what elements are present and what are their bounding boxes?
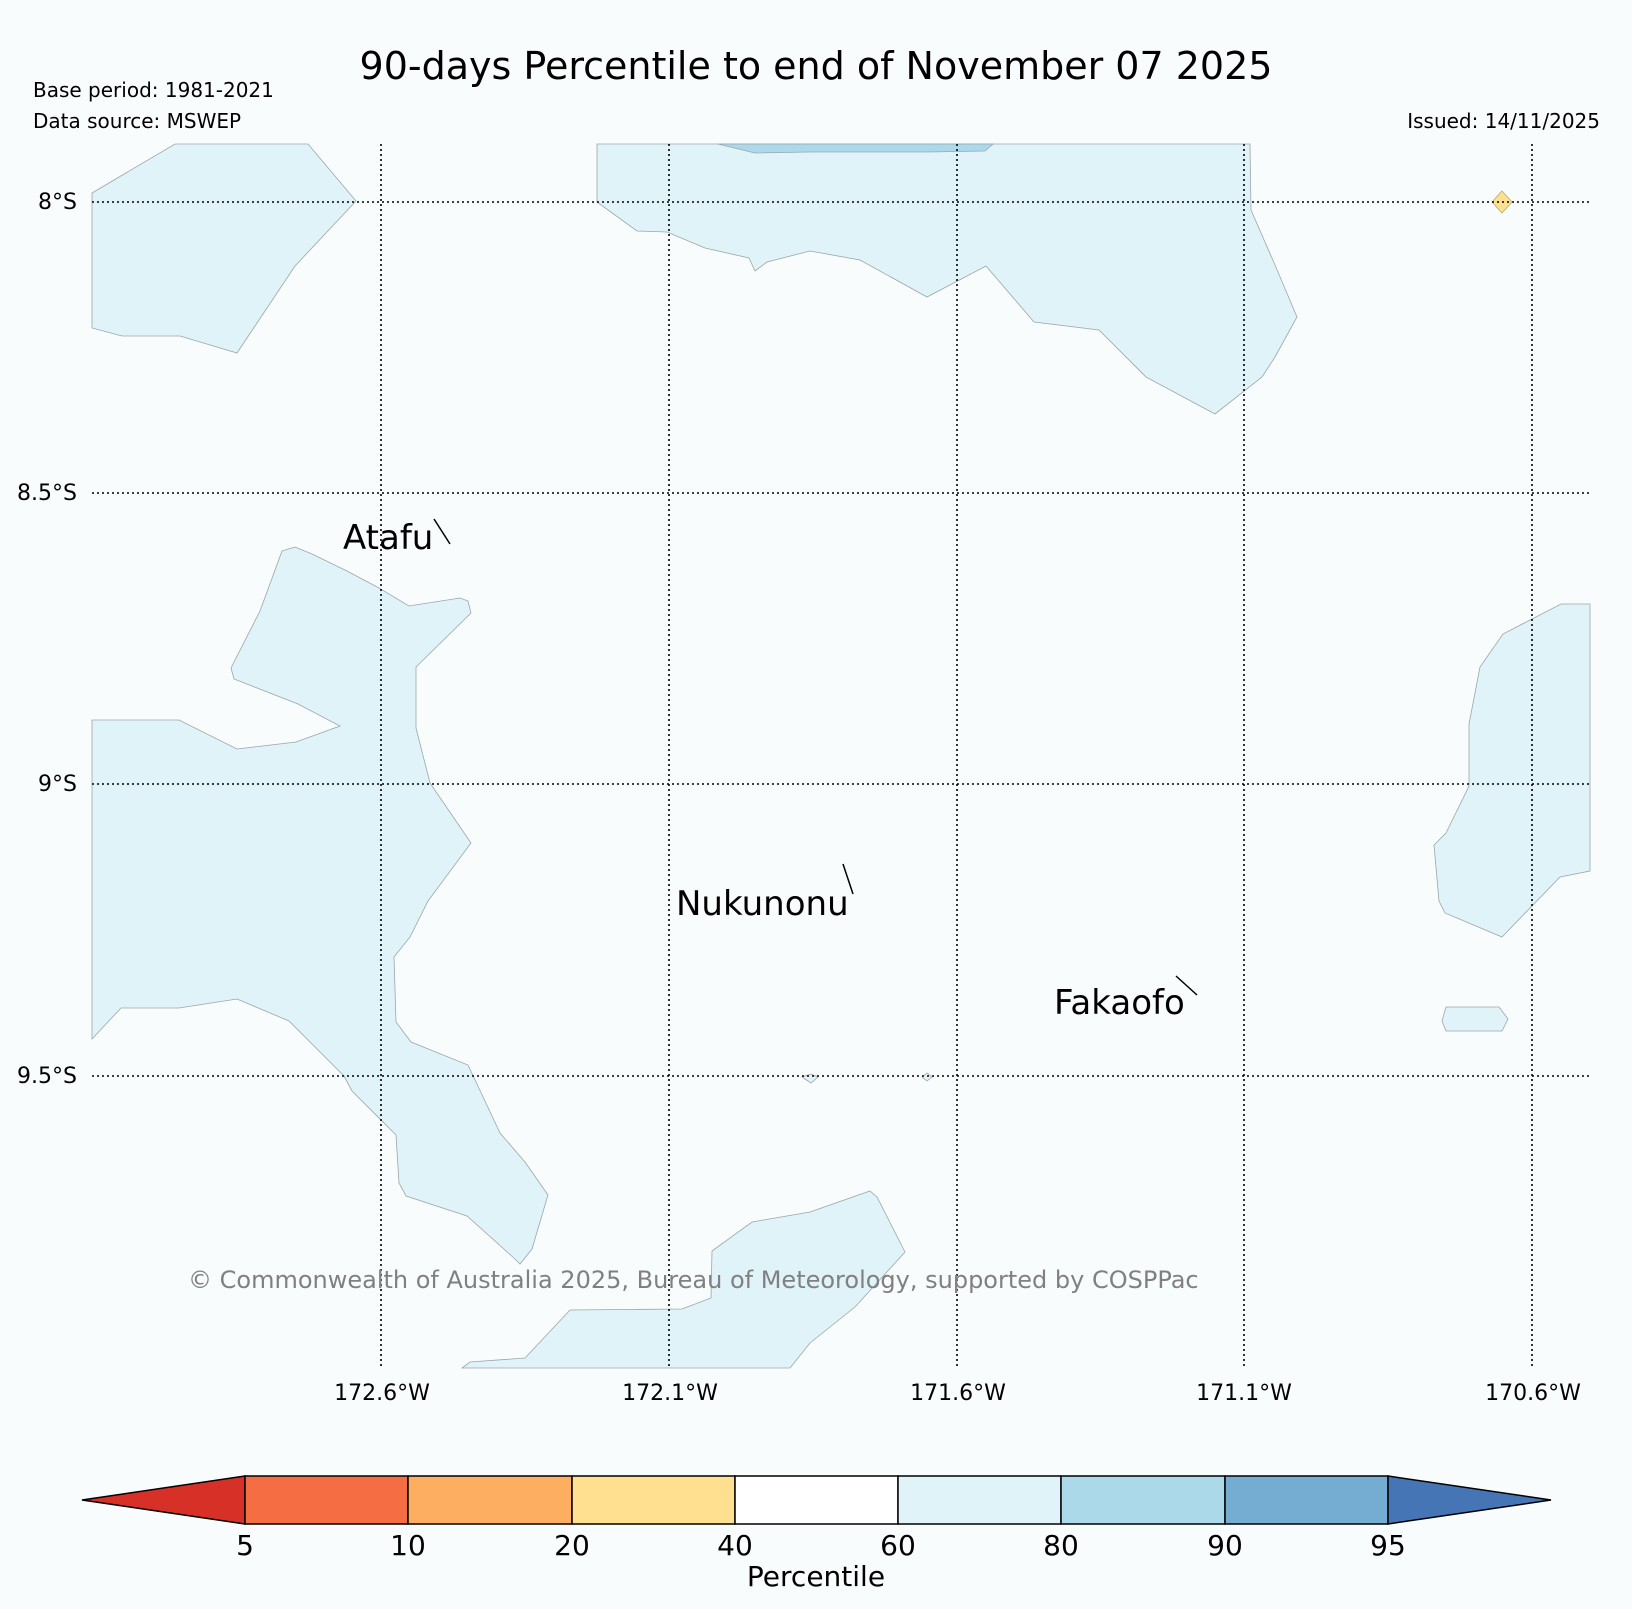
colorbar-tick-90: 90 [1207,1529,1243,1562]
colorbar-segment-5-10 [244,1475,409,1525]
copyright-text: © Commonwealth of Australia 2025, Bureau… [188,1266,1199,1294]
colorbar-tick-5: 5 [236,1529,254,1562]
region-north-central [596,143,1298,415]
region-west-central [91,546,549,1265]
region-east [1433,603,1591,938]
colorbar-tick-95: 95 [1370,1529,1406,1562]
region-east-small [1441,1006,1509,1032]
lon-label-172-1w: 172.1°W [622,1381,718,1406]
colorbar-segment-20-40 [571,1475,736,1525]
lat-label-8s: 8°S [38,190,77,215]
lon-label-170-6w: 170.6°W [1485,1381,1581,1406]
colorbar-tick-20: 20 [554,1529,590,1562]
place-label-nukunonu: Nukunonu [676,884,849,924]
lon-label-171-1w: 171.1°W [1196,1381,1292,1406]
region-tiny-2 [921,1072,933,1082]
colorbar-tick-10: 10 [390,1529,426,1562]
colorbar-extend-low [81,1475,246,1525]
colorbar-segment-80-90 [1060,1475,1226,1525]
data-source-text: Data source: MSWEP [33,109,241,133]
lat-label-9-5s: 9.5°S [17,1064,77,1089]
lat-label-8-5s: 8.5°S [17,481,77,506]
issued-date-text: Issued: 14/11/2025 [1407,109,1600,133]
figure-title: 90-days Percentile to end of November 07… [360,44,1273,88]
region-south-central [460,1190,906,1369]
colorbar-segment-60-80 [897,1475,1062,1525]
fakaofo-coastline [1175,975,1198,996]
lon-label-172-6w: 172.6°W [334,1381,430,1406]
colorbar-label: Percentile [747,1560,885,1593]
map-area: Atafu Nukunonu Fakaofo © Commonwealth of… [91,143,1591,1369]
colorbar-tick-40: 40 [717,1529,753,1562]
percentile-regions [91,143,1591,1369]
region-80-90-north [717,143,995,154]
colorbar-tick-60: 60 [880,1529,916,1562]
lat-label-9s: 9°S [38,772,77,797]
colorbar-extend-high [1387,1475,1552,1525]
base-period-text: Base period: 1981-2021 [33,78,274,102]
place-label-atafu: Atafu [343,518,433,558]
colorbar-segment-40-60 [734,1475,899,1525]
colorbar-tick-80: 80 [1043,1529,1079,1562]
nukunonu-coastline [842,863,854,895]
colorbar: 5 10 20 40 60 80 90 95 Percentile [81,1475,1552,1593]
colorbar-segment-10-20 [407,1475,573,1525]
lon-label-171-6w: 171.6°W [910,1381,1006,1406]
place-label-fakaofo: Fakaofo [1054,983,1185,1023]
region-north-west [91,143,357,354]
atafu-coastline [433,518,451,545]
colorbar-segment-90-95 [1224,1475,1389,1525]
